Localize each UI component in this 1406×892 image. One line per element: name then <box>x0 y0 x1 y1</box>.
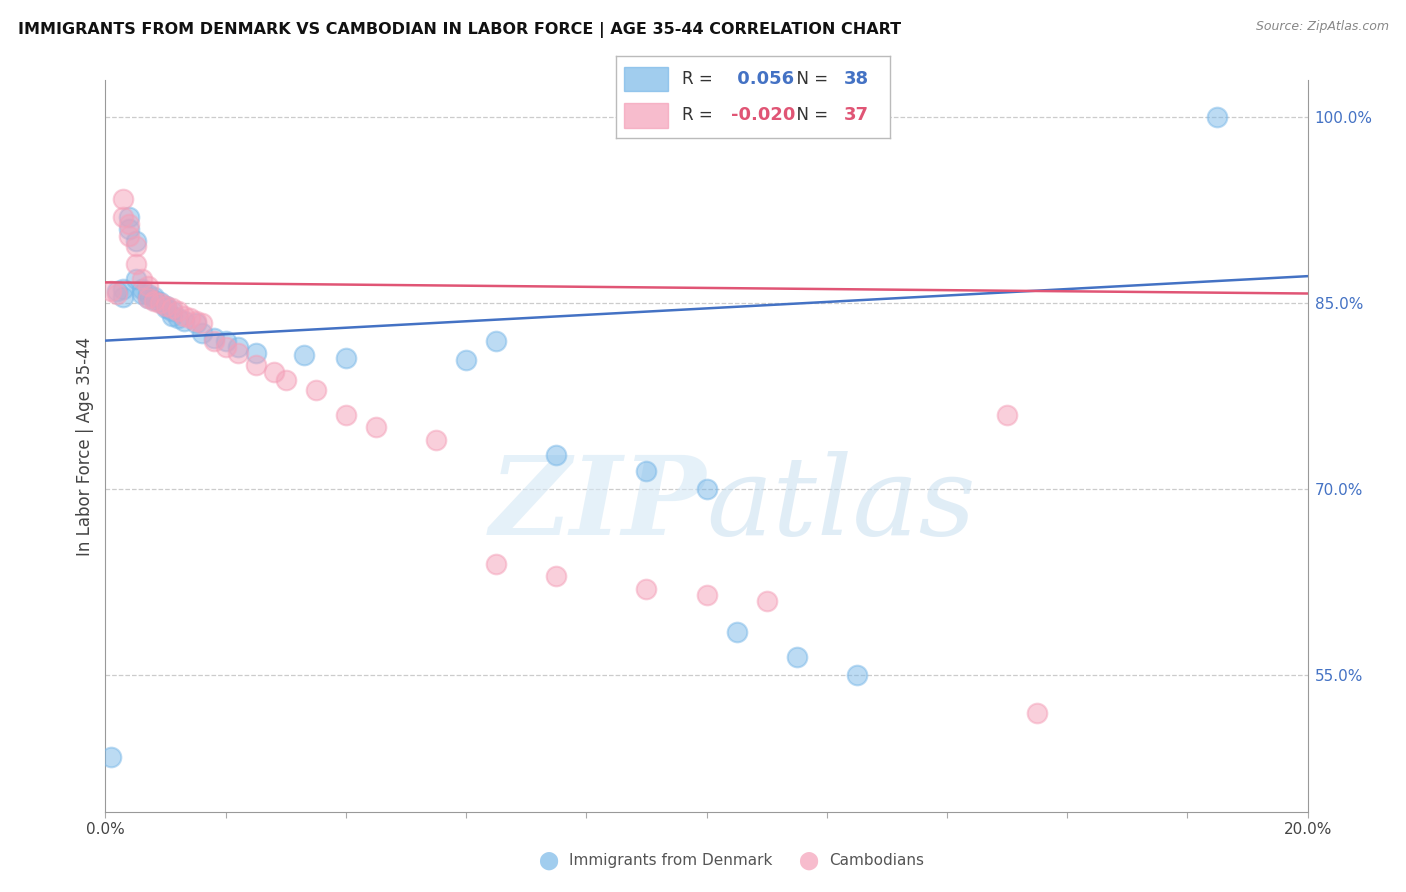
Text: Immigrants from Denmark: Immigrants from Denmark <box>569 854 773 868</box>
Text: Cambodians: Cambodians <box>830 854 925 868</box>
Point <box>696 483 718 497</box>
Point <box>696 588 718 602</box>
Point <box>136 286 159 301</box>
Point <box>425 433 447 447</box>
Point <box>226 346 249 360</box>
Point <box>118 210 141 224</box>
FancyBboxPatch shape <box>624 103 668 128</box>
Point <box>636 464 658 478</box>
Point <box>636 582 658 596</box>
Point <box>454 353 477 368</box>
Point <box>274 373 297 387</box>
Point <box>214 340 236 354</box>
Point <box>148 295 170 310</box>
Point <box>100 750 122 764</box>
Text: 37: 37 <box>844 106 869 124</box>
Point <box>179 311 201 326</box>
Text: 0.056: 0.056 <box>731 70 794 88</box>
Point <box>124 257 146 271</box>
Point <box>148 296 170 310</box>
Point <box>546 569 568 583</box>
Point <box>107 284 129 298</box>
Point <box>173 309 195 323</box>
Point <box>245 359 267 373</box>
Point <box>184 314 207 328</box>
Point <box>118 222 141 236</box>
Point <box>226 340 249 354</box>
Point <box>305 383 328 397</box>
Point <box>124 239 146 253</box>
Point <box>112 281 135 295</box>
Point <box>155 299 177 313</box>
Point <box>190 316 212 330</box>
Point <box>485 334 508 348</box>
Point <box>155 301 177 316</box>
Point <box>546 448 568 462</box>
Text: R =: R = <box>682 106 717 124</box>
Point <box>485 557 508 571</box>
Text: ⬤: ⬤ <box>538 852 558 870</box>
Point <box>155 299 177 313</box>
Point <box>142 293 165 308</box>
Point <box>335 408 357 422</box>
Point <box>725 624 748 639</box>
Point <box>112 290 135 304</box>
Point <box>1206 111 1229 125</box>
Point <box>214 334 236 348</box>
Text: Source: ZipAtlas.com: Source: ZipAtlas.com <box>1256 20 1389 33</box>
Point <box>136 279 159 293</box>
FancyBboxPatch shape <box>624 67 668 92</box>
Point <box>166 304 188 318</box>
Point <box>202 334 225 348</box>
Point <box>292 349 315 363</box>
Point <box>142 293 165 307</box>
Text: R =: R = <box>682 70 717 88</box>
Point <box>245 346 267 360</box>
Point <box>160 309 183 323</box>
Point <box>845 668 868 682</box>
Point <box>112 210 135 224</box>
Text: ⬤: ⬤ <box>799 852 818 870</box>
Point <box>190 326 212 341</box>
Point <box>364 420 387 434</box>
Point <box>100 284 122 298</box>
Point <box>263 365 285 379</box>
Text: IMMIGRANTS FROM DENMARK VS CAMBODIAN IN LABOR FORCE | AGE 35-44 CORRELATION CHAR: IMMIGRANTS FROM DENMARK VS CAMBODIAN IN … <box>18 22 901 38</box>
Point <box>755 594 778 608</box>
Point <box>118 229 141 244</box>
Point <box>131 281 153 295</box>
Point <box>136 292 159 306</box>
Text: N =: N = <box>786 106 834 124</box>
Point <box>160 304 183 318</box>
Point <box>166 311 188 326</box>
Point <box>131 286 153 301</box>
Point <box>136 292 159 306</box>
Point <box>786 649 808 664</box>
Text: N =: N = <box>786 70 834 88</box>
Text: ZIP: ZIP <box>489 450 707 558</box>
Point <box>995 408 1018 422</box>
Point <box>160 301 183 316</box>
Point <box>124 271 146 285</box>
Text: atlas: atlas <box>707 450 976 558</box>
Point <box>173 314 195 328</box>
Text: 38: 38 <box>844 70 869 88</box>
Point <box>202 331 225 345</box>
Text: -0.020: -0.020 <box>731 106 796 124</box>
Point <box>142 290 165 304</box>
Point <box>131 271 153 285</box>
Point <box>118 217 141 231</box>
Point <box>107 286 129 301</box>
Point <box>124 235 146 249</box>
Y-axis label: In Labor Force | Age 35-44: In Labor Force | Age 35-44 <box>76 336 94 556</box>
Point <box>1026 706 1049 720</box>
Point <box>335 351 357 365</box>
Point <box>184 316 207 330</box>
Point <box>112 192 135 206</box>
